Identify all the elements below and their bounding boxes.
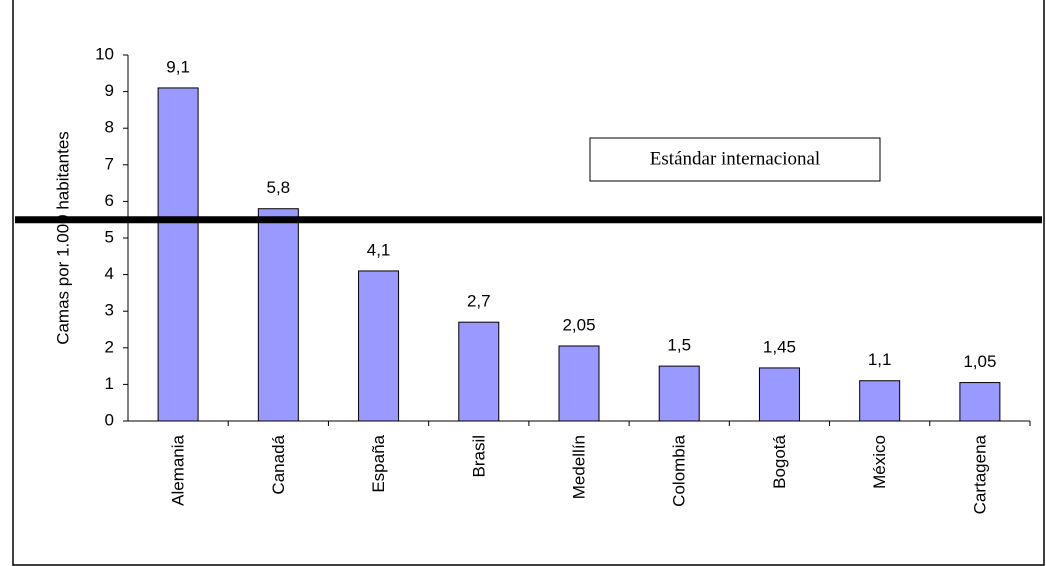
value-label: 1,5 <box>667 336 691 355</box>
value-label: 1,1 <box>868 350 892 369</box>
value-label: 1,05 <box>963 352 996 371</box>
bar <box>558 345 600 422</box>
y-tick-label: 1 <box>105 374 114 393</box>
x-tick-label: Medellín <box>569 435 588 499</box>
reference-label: Estándar internacional <box>650 148 820 169</box>
x-tick-label: Canadá <box>269 434 288 494</box>
bar <box>257 208 299 422</box>
y-tick-label: 6 <box>105 191 114 210</box>
y-tick-label: 7 <box>105 154 114 173</box>
y-tick-label: 9 <box>105 81 114 100</box>
y-tick-label: 3 <box>105 301 114 320</box>
y-tick-label: 4 <box>105 264 114 283</box>
y-tick-label: 5 <box>105 227 114 246</box>
value-label: 9,1 <box>166 57 190 76</box>
x-tick-label: Cartagena <box>970 434 989 514</box>
reference-label-box <box>589 137 881 182</box>
y-tick-label: 10 <box>95 44 114 63</box>
bar <box>758 367 800 422</box>
x-tick-label: México <box>870 435 889 489</box>
y-tick-label: 0 <box>105 410 114 429</box>
y-axis-label: Camas por 1.000 habitantes <box>53 131 72 345</box>
bar <box>157 87 199 422</box>
bar <box>358 270 400 422</box>
y-tick-label: 8 <box>105 118 114 137</box>
x-tick-label: Brasil <box>469 435 488 478</box>
bar <box>458 321 500 422</box>
value-label: 1,45 <box>763 337 796 356</box>
bar <box>859 380 901 422</box>
value-label: 2,7 <box>467 292 491 311</box>
bar <box>959 382 1001 422</box>
y-tick-label: 2 <box>105 337 114 356</box>
x-tick-label: España <box>369 434 388 492</box>
value-label: 4,1 <box>367 240 391 259</box>
value-label: 5,8 <box>267 178 291 197</box>
value-label: 2,05 <box>562 315 595 334</box>
x-tick-label: Bogotá <box>770 434 789 488</box>
x-tick-label: Colombia <box>670 434 689 506</box>
bar <box>658 365 700 422</box>
x-tick-label: Alemania <box>169 434 188 505</box>
